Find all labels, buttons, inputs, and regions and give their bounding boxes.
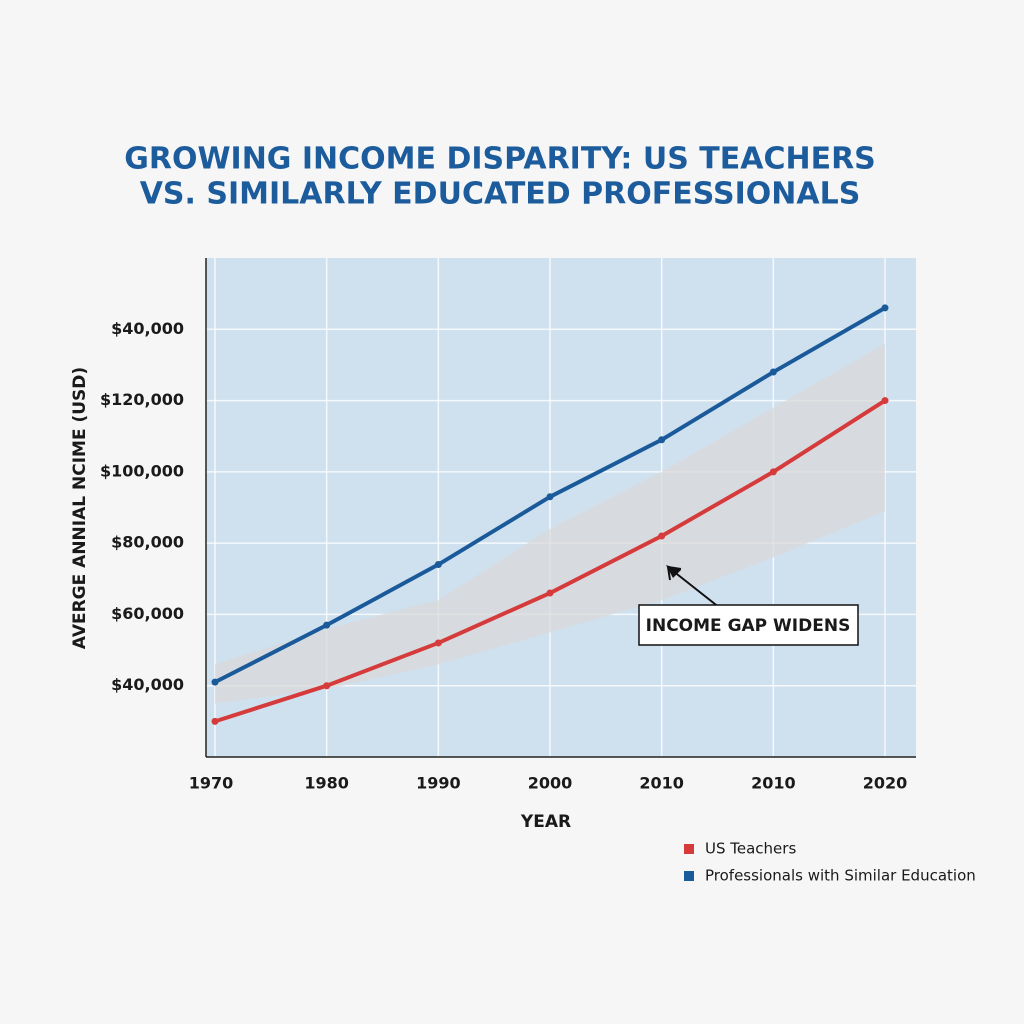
x-tick-label: 1980 (304, 774, 349, 793)
legend-swatch (684, 844, 694, 854)
y-tick-label: $80,000 (111, 533, 184, 552)
x-tick-label: 2020 (863, 774, 908, 793)
annotation-box (638, 604, 859, 646)
y-tick-label: $100,000 (100, 461, 184, 480)
annotation: INCOME GAP WIDENS (646, 616, 851, 636)
data-point (546, 589, 554, 597)
y-tick-label: $120,000 (100, 390, 184, 409)
x-tick-label: 1990 (416, 774, 461, 793)
y-tick-label: $60,000 (111, 604, 184, 623)
data-point (434, 639, 442, 647)
data-point (323, 621, 331, 629)
x-axis-label: YEAR (520, 812, 571, 832)
y-tick-label: $40,000 (111, 675, 184, 694)
data-point (658, 532, 666, 540)
x-tick-label: 2010 (751, 774, 796, 793)
x-tick-label: 2010 (639, 774, 684, 793)
annotation-arrow-head (666, 565, 681, 578)
data-point (211, 717, 219, 725)
data-point (769, 368, 777, 376)
data-point (881, 397, 889, 405)
x-tick-label: 1970 (189, 774, 234, 793)
y-tick-label: $40,000 (111, 319, 184, 338)
legend-swatch (684, 871, 694, 881)
chart-title: VS. SIMILARLY EDUCATED PROFESSIONALS (140, 177, 861, 212)
data-point (546, 493, 554, 501)
gap-band (215, 343, 885, 704)
data-point (434, 561, 442, 569)
data-point (769, 468, 777, 476)
legend-label: Professionals with Similar Education (705, 867, 976, 885)
y-axis-label: AVERGE ANNIAL NCIME (USD) (70, 367, 90, 649)
legend-label: US Teachers (705, 840, 796, 858)
data-point (211, 678, 219, 686)
data-point (881, 304, 889, 312)
chart-title: GROWING INCOME DISPARITY: US TEACHERS (124, 142, 876, 177)
data-point (658, 436, 666, 444)
data-point (323, 682, 331, 690)
x-tick-label: 2000 (528, 774, 573, 793)
